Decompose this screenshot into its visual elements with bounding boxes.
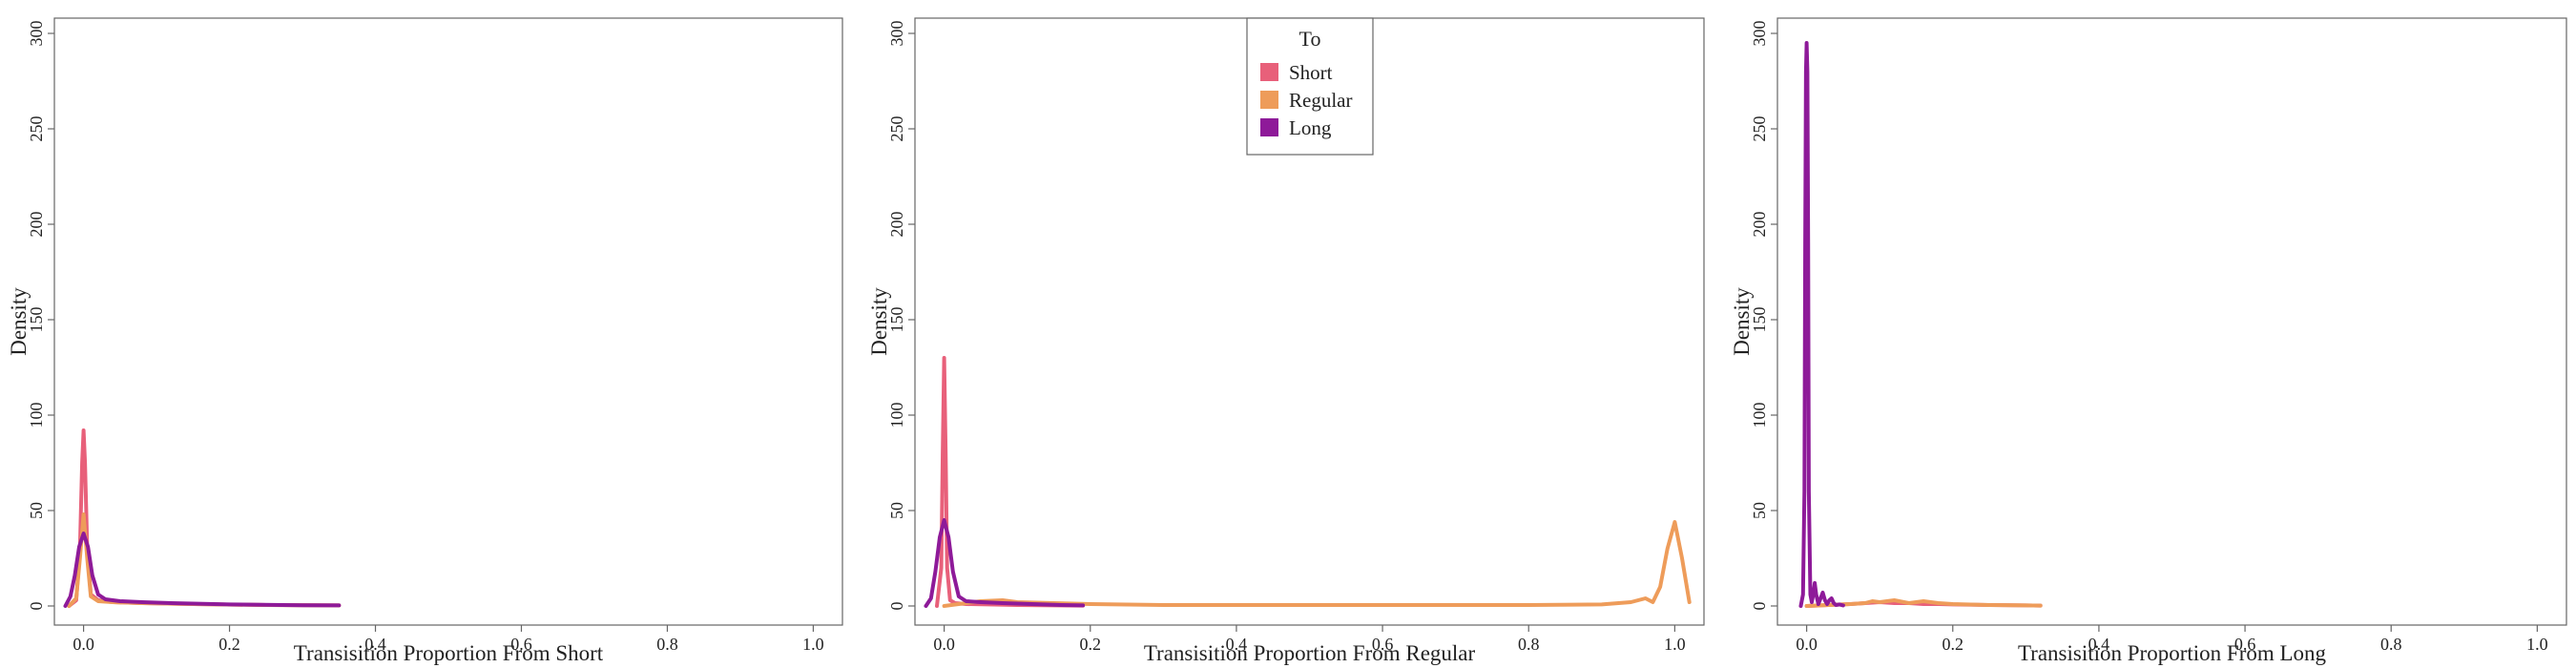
x-tick-label: 0.6 — [1372, 635, 1394, 654]
panel-3: 0.0 0.2 0.4 0.6 0.8 1.0 0 50 100 150 200 250 300 Tran… — [1730, 17, 2567, 665]
series-line-regular — [67, 512, 342, 608]
y-tick-label: 100 — [27, 403, 46, 428]
legend-swatch-regular — [1260, 91, 1278, 109]
y-tick-label: 100 — [887, 403, 906, 428]
y-tick-label: 50 — [27, 502, 46, 519]
x-axis-label: Transisition Proportion From Short — [294, 641, 604, 665]
x-tick-label: 0.6 — [2234, 635, 2256, 654]
x-tick-label: 1.0 — [2526, 635, 2548, 654]
y-tick-label: 50 — [1750, 502, 1769, 519]
x-tick-label: 0.6 — [510, 635, 532, 654]
plot-frame — [1776, 17, 2567, 626]
y-tick-label: 150 — [27, 307, 46, 333]
y-tick-label: 250 — [887, 116, 906, 142]
y-tick-label: 200 — [887, 212, 906, 238]
x-tick-label: 0.4 — [364, 635, 386, 654]
legend: To Short Regular Long — [1246, 17, 1374, 156]
legend-title: To — [1299, 27, 1321, 51]
y-tick-label: 0 — [887, 602, 906, 611]
y-axis-label: Density — [867, 287, 891, 356]
x-tick-label: 0.8 — [2380, 635, 2402, 654]
x-axis-label: Transisition Proportion From Regular — [1144, 641, 1476, 665]
series-line-long — [924, 518, 1086, 608]
y-tick-label: 50 — [887, 502, 906, 519]
y-tick-label: 100 — [1750, 403, 1769, 428]
x-tick-label: 0.2 — [218, 635, 240, 654]
x-tick-label: 0.0 — [933, 635, 955, 654]
x-tick-label: 0.4 — [1226, 635, 1248, 654]
y-tick-label: 150 — [1750, 307, 1769, 333]
y-tick-label: 150 — [887, 307, 906, 333]
y-tick-label: 300 — [1750, 21, 1769, 47]
y-axis-label: Density — [7, 287, 31, 356]
x-tick-label: 0.8 — [1518, 635, 1540, 654]
series-line-regular — [942, 520, 1692, 608]
series-line-long — [63, 532, 342, 608]
x-tick-label: 0.4 — [2088, 635, 2110, 654]
legend-swatch-long — [1260, 118, 1278, 136]
series-line-regular — [1804, 598, 2043, 608]
x-tick-label: 0.2 — [1080, 635, 1102, 654]
legend-label-regular: Regular — [1289, 89, 1352, 112]
x-tick-label: 1.0 — [802, 635, 824, 654]
y-tick-label: 200 — [1750, 212, 1769, 238]
panel-1: 0.0 0.2 0.4 0.6 0.8 1.0 0 50 100 150 200 250 300 Tran… — [7, 17, 843, 665]
y-tick-label: 0 — [1750, 602, 1769, 611]
series-line-short — [67, 428, 342, 608]
x-tick-label: 1.0 — [1664, 635, 1686, 654]
y-axis-label: Density — [1730, 287, 1754, 356]
panel-2: 0.0 0.2 0.4 0.6 0.8 1.0 0 50 100 150 200 250 300 Tran… — [867, 17, 1705, 665]
legend-swatch-short — [1260, 63, 1278, 81]
series-line-long — [1798, 41, 1845, 608]
y-tick-label: 250 — [1750, 116, 1769, 142]
y-tick-label: 0 — [27, 602, 46, 611]
y-tick-label: 200 — [27, 212, 46, 238]
legend-label-short: Short — [1289, 61, 1333, 84]
plot-frame — [53, 17, 843, 626]
y-tick-label: 250 — [27, 116, 46, 142]
x-axis-label: Transisition Proportion From Long — [2018, 641, 2327, 665]
x-tick-label: 0.0 — [73, 635, 94, 654]
x-tick-label: 0.0 — [1796, 635, 1818, 654]
x-tick-label: 0.2 — [1942, 635, 1964, 654]
y-tick-label: 300 — [27, 21, 46, 47]
y-tick-label: 300 — [887, 21, 906, 47]
series-line-short — [935, 356, 1086, 608]
legend-label-long: Long — [1289, 116, 1332, 139]
x-tick-label: 0.8 — [656, 635, 678, 654]
